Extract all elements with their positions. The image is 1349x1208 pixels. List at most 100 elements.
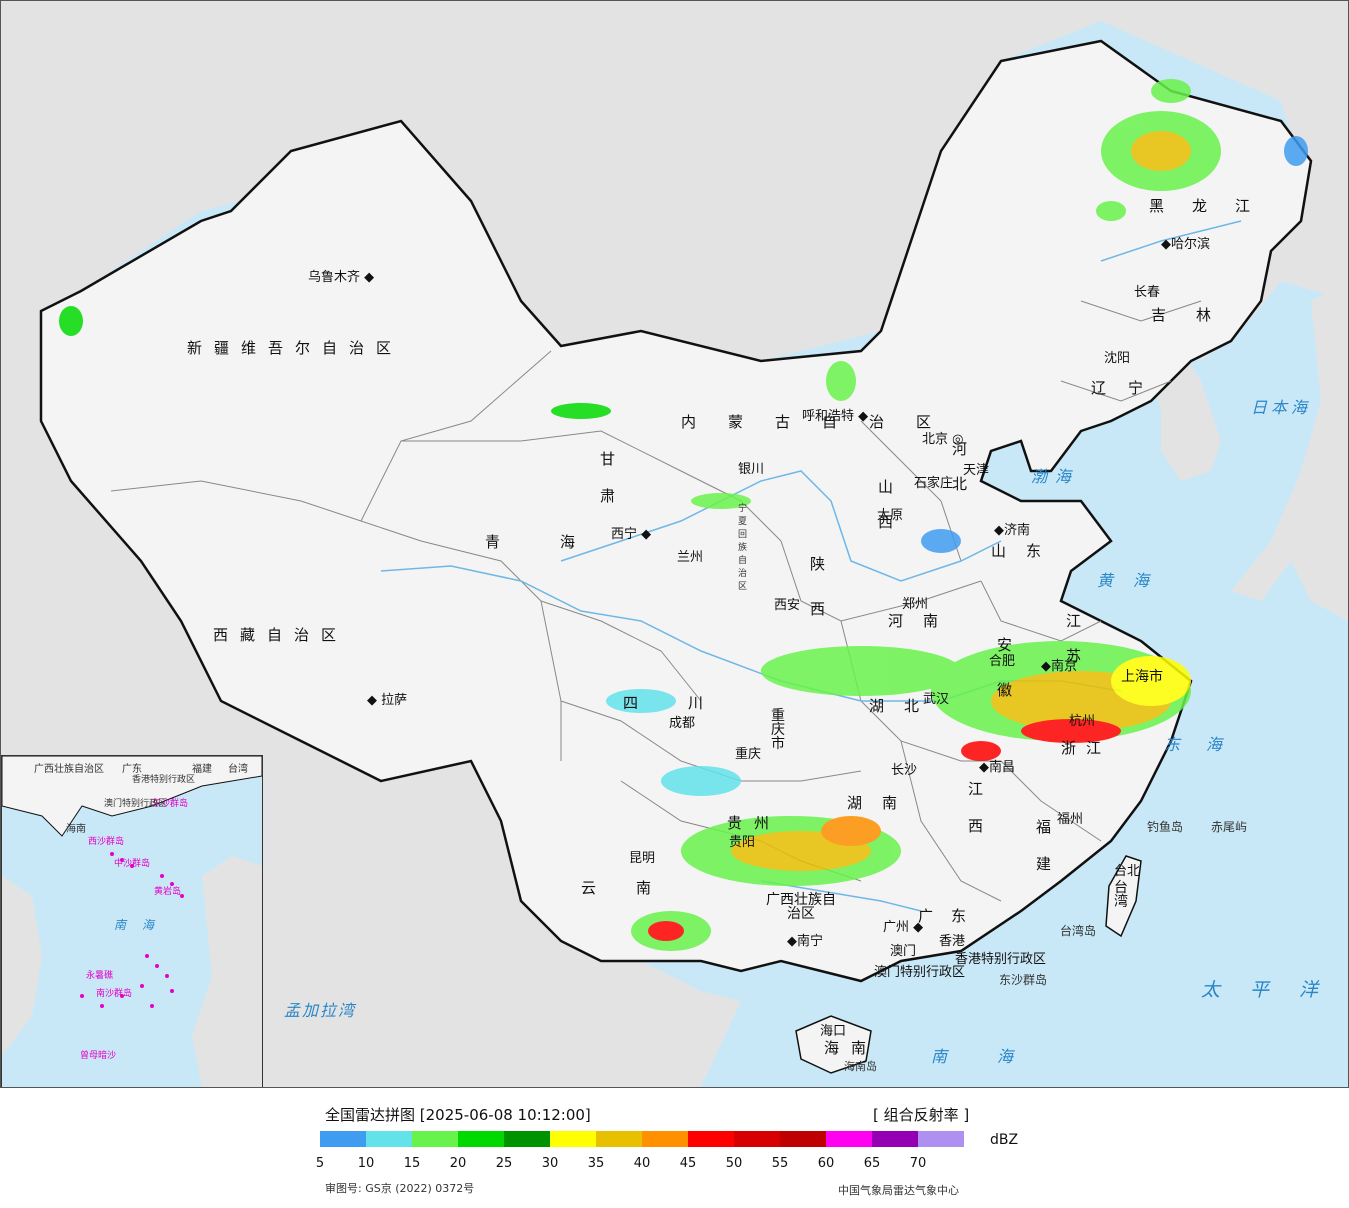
legend-tick-label: 50 [725,1156,743,1171]
inset-taiwan: 台湾 [228,764,248,775]
city-yinchuan-label: 银川 [738,462,765,477]
city-xian[interactable]: 西安 [774,599,800,612]
region-yunnan: 云南 [581,879,692,897]
city-tianjin-label: 天津 [963,463,990,478]
inset-xisha: 西沙群岛 [88,837,125,847]
region-shandong: 山东 [991,542,1062,560]
city-kunming-label: 昆明 [629,851,656,866]
city-wuhan-label: 武汉 [923,692,950,707]
legend-tick-label: 25 [495,1156,513,1171]
legend-swatch [918,1131,964,1147]
region-zhejiang: 浙江 [1061,739,1112,757]
region-qinghai: 青海 [485,533,636,551]
inset-huangyan: 黄岩岛 [154,887,182,897]
city-xining-label: 西宁 [611,527,638,542]
city-lhasa[interactable]: ◆ 拉萨 [367,693,408,708]
city-hangzhou[interactable]: 杭州 [1069,715,1095,728]
city-shenyang[interactable]: 沈阳 [1104,352,1130,365]
city-jinan[interactable]: ◆济南 [994,523,1031,538]
city-changchun-label: 长春 [1134,285,1161,300]
city-macau[interactable]: 澳门 [890,945,916,958]
legend-swatch [642,1131,688,1147]
region-jiangxi: 江西 [966,781,984,855]
legend-product: [ 组合反射率 ] [873,1106,970,1124]
city-wuhan[interactable]: 武汉 [923,693,949,706]
city-fuzhou[interactable]: 福州 [1057,813,1083,826]
inset-hainan: 海南 [66,824,86,835]
city-guiyang[interactable]: 贵阳 [729,836,755,849]
city-lanzhou-label: 兰州 [677,550,704,565]
region-jiangsu: 江苏 [1064,613,1082,683]
inset-nansha: 南沙群岛 [96,989,133,999]
legend-swatch [596,1131,642,1147]
sea-south: 南海 [931,1047,1064,1066]
legend-tick-label: 15 [403,1156,421,1171]
region-henan: 河南 [888,612,959,630]
province-boundaries [110,300,1202,902]
island-taiwan: 台湾岛 [1060,924,1097,938]
radar-map[interactable]: 新疆维吾尔自治区 西藏自治区 青海 甘肃 内蒙古自治区 四川 云南 广西壮族自治… [0,0,1349,1088]
city-yinchuan[interactable]: 银川 [738,463,764,476]
legend-tick-label: 45 [679,1156,697,1171]
city-chengdu[interactable]: 成都 [669,717,695,730]
inset-dongsha: 东沙群岛 [152,799,189,809]
city-beijing[interactable]: 北京 ◎ [922,432,964,447]
city-changsha[interactable]: 长沙 [891,764,917,777]
inset-hk: 香港特别行政区 [132,775,196,785]
island-chiwei: 赤尾屿 [1211,820,1248,834]
city-shanghai[interactable]: 上海市 [1121,670,1163,684]
city-hohhot-label: 呼和浩特 [802,409,855,424]
city-nanchang[interactable]: ◆南昌 [979,760,1016,775]
legend-swatch [780,1131,826,1147]
city-hefei-label: 合肥 [989,654,1016,669]
region-sichuan: 四川 [623,694,754,712]
city-harbin[interactable]: ◆哈尔滨 [1161,237,1211,252]
city-shijiazhuang[interactable]: 石家庄 [914,477,953,490]
city-changsha-label: 长沙 [891,763,918,778]
sea-east: 东海 [1164,735,1249,754]
inset-zengmu: 曾母暗沙 [80,1051,117,1061]
city-xining[interactable]: 西宁 ◆ [611,527,652,542]
region-hunan: 湖南 [847,794,918,812]
city-taipei[interactable]: 台北 [1114,865,1140,878]
region-gansu: 甘肃 [598,451,616,525]
legend-tick-label: 5 [315,1156,325,1171]
city-hongkong[interactable]: 香港 [939,935,965,948]
city-chongqing[interactable]: 重庆 [735,748,761,761]
inset-islands [80,852,184,1008]
region-xinjiang: 新疆维吾尔自治区 [187,339,404,357]
city-zhengzhou[interactable]: 郑州 [902,598,928,611]
inset-land [2,756,262,837]
region-hebei: 河北 [950,441,968,511]
city-urumqi[interactable]: 乌鲁木齐 ◆ [308,270,375,285]
hk-sar: 香港特别行政区 [955,952,1047,967]
legend-tick-label: 10 [357,1156,375,1171]
city-nanjing[interactable]: ◆南京 [1041,659,1078,674]
city-hohhot[interactable]: 呼和浩特 ◆ [802,409,869,424]
region-chongqing: 重庆市 [771,708,785,752]
city-changchun[interactable]: 长春 [1134,286,1160,299]
island-diaoyu: 钓鱼岛 [1147,820,1184,834]
inset-land-west [2,876,42,1056]
island-dongsha: 东沙群岛 [999,973,1048,987]
legend-tick-label: 35 [587,1156,605,1171]
legend-title: 全国雷达拼图 [2025-06-08 10:12:00] [325,1106,591,1124]
city-hefei[interactable]: 合肥 [989,655,1015,668]
radar-echoes [59,79,1308,951]
city-nanning[interactable]: ◆南宁 [787,934,824,949]
city-tianjin[interactable]: 天津 [963,464,989,477]
city-zhengzhou-label: 郑州 [902,597,929,612]
city-hangzhou-label: 杭州 [1069,714,1096,729]
legend-color-bar [320,1131,964,1147]
sea-pacific: 太平洋 [1201,979,1349,1001]
city-kunming[interactable]: 昆明 [629,852,655,865]
city-guangzhou[interactable]: 广州 ◆ [883,920,924,935]
city-jinan-label: 济南 [1004,523,1031,538]
legend-tick-label: 55 [771,1156,789,1171]
city-taiyuan[interactable]: 太原 [877,509,903,522]
inset-yongshu: 永暑礁 [86,971,114,981]
region-hubei: 湖北 [869,697,940,715]
city-lanzhou[interactable]: 兰州 [677,551,703,564]
city-haikou[interactable]: 海口 [820,1025,846,1038]
city-taipei-label: 台北 [1114,864,1141,879]
